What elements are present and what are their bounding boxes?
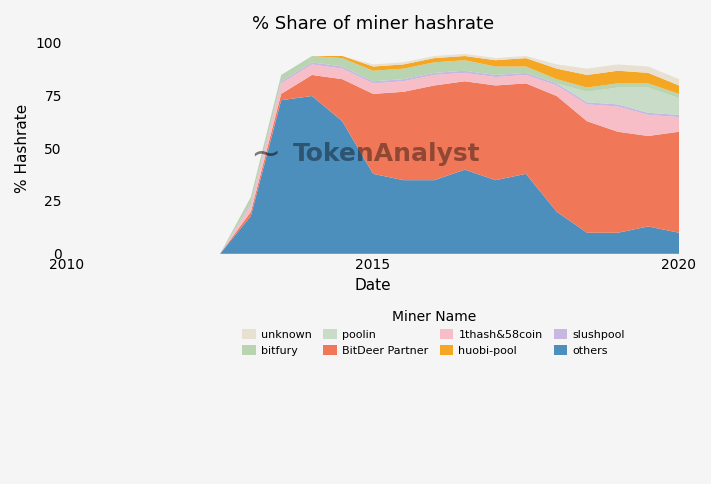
X-axis label: Date: Date bbox=[354, 278, 391, 293]
Y-axis label: % Hashrate: % Hashrate bbox=[15, 104, 30, 193]
Title: % Share of miner hashrate: % Share of miner hashrate bbox=[252, 15, 493, 33]
Text: TokenAnalyst: TokenAnalyst bbox=[293, 142, 481, 166]
Text: ~: ~ bbox=[250, 137, 281, 171]
Legend: unknown, bitfury, poolin, BitDeer Partner, 1thash&58coin, huobi-pool, slushpool,: unknown, bitfury, poolin, BitDeer Partne… bbox=[238, 305, 630, 361]
